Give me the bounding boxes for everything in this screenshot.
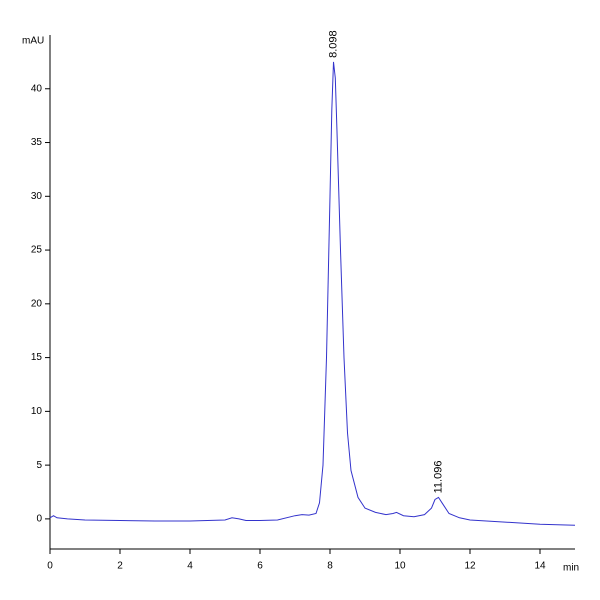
y-axis-label: mAU: [22, 36, 44, 47]
y-tick-label: 10: [31, 406, 43, 417]
x-tick-label: 6: [257, 561, 263, 572]
x-tick-label: 8: [327, 561, 333, 572]
peak-label: 8.098: [327, 30, 339, 58]
y-tick-label: 15: [31, 352, 43, 363]
y-tick-label: 35: [31, 137, 43, 148]
y-tick-label: 20: [31, 298, 43, 309]
y-tick-label: 30: [31, 191, 43, 202]
x-tick-label: 10: [394, 561, 406, 572]
y-tick-label: 0: [36, 514, 42, 525]
trace: [49, 61, 576, 526]
y-tick-label: 25: [31, 245, 43, 256]
y-tick-label: 5: [36, 460, 42, 471]
x-tick-label: 14: [534, 561, 546, 572]
x-tick-label: 12: [464, 561, 476, 572]
y-tick-label: 40: [31, 83, 43, 94]
x-tick-label: 4: [187, 561, 193, 572]
x-axis-label: min: [563, 563, 579, 574]
x-tick-label: 2: [117, 561, 123, 572]
peak-label: 11.096: [432, 461, 444, 494]
x-tick-label: 0: [47, 561, 53, 572]
